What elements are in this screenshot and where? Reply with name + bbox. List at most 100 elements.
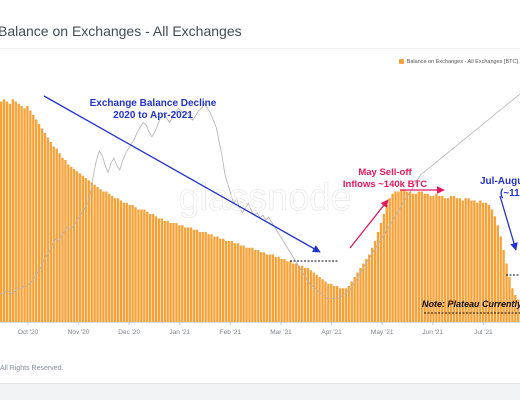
bar bbox=[344, 288, 348, 322]
bar bbox=[441, 196, 444, 322]
bar bbox=[493, 216, 497, 322]
bar bbox=[105, 191, 108, 322]
bar bbox=[75, 171, 79, 322]
bar bbox=[487, 205, 491, 322]
bar bbox=[99, 189, 102, 322]
bar bbox=[242, 245, 245, 322]
bar bbox=[397, 191, 400, 322]
bar bbox=[406, 191, 409, 322]
bar bbox=[455, 198, 459, 322]
bar bbox=[78, 173, 82, 322]
annotation-selloff-line-1: May Sell-off bbox=[358, 167, 412, 178]
bar bbox=[195, 229, 199, 322]
bar bbox=[429, 196, 432, 322]
bar bbox=[73, 169, 76, 322]
bar bbox=[20, 106, 23, 322]
bar bbox=[11, 99, 15, 322]
bar bbox=[341, 288, 345, 322]
bar bbox=[84, 178, 88, 322]
x-tick-label: Feb '21 bbox=[220, 329, 242, 336]
bar bbox=[181, 225, 184, 322]
bar bbox=[113, 198, 117, 322]
bar bbox=[140, 209, 143, 322]
bar bbox=[43, 133, 47, 322]
bar bbox=[403, 189, 406, 322]
bar bbox=[435, 193, 438, 322]
bar bbox=[5, 101, 9, 322]
annotation-plateau: Note: Plateau Currently bbox=[422, 299, 520, 309]
bar bbox=[128, 205, 131, 322]
bar bbox=[362, 263, 365, 322]
bar bbox=[125, 202, 128, 322]
x-tick-label: Nov '20 bbox=[68, 329, 90, 336]
chart-title: Balance on Exchanges - All Exchanges bbox=[0, 23, 242, 39]
bar bbox=[373, 241, 377, 322]
bar bbox=[122, 202, 126, 322]
bar bbox=[347, 286, 350, 322]
bar bbox=[446, 198, 450, 322]
bar bbox=[280, 259, 283, 322]
bar bbox=[479, 200, 482, 322]
x-tick-label: Jun '21 bbox=[422, 329, 443, 336]
bar bbox=[178, 225, 181, 322]
chart-card: Balance on Exchanges - All Exchanges Bal… bbox=[0, 0, 520, 384]
bar bbox=[499, 236, 502, 322]
bar bbox=[116, 198, 120, 322]
bar bbox=[327, 283, 330, 322]
bar bbox=[379, 223, 383, 322]
bar bbox=[382, 214, 386, 322]
bar bbox=[376, 232, 380, 322]
bar bbox=[137, 209, 140, 322]
bar bbox=[233, 243, 237, 322]
bar bbox=[192, 229, 196, 322]
bar bbox=[0, 101, 3, 322]
bar bbox=[385, 205, 388, 322]
bar bbox=[265, 254, 269, 322]
bar bbox=[93, 184, 96, 322]
x-tick-label: Oct '20 bbox=[18, 329, 39, 336]
bar bbox=[222, 238, 225, 322]
bar bbox=[40, 128, 44, 322]
bar bbox=[186, 227, 190, 322]
bar bbox=[508, 277, 511, 322]
bar bbox=[414, 193, 418, 322]
bar bbox=[102, 191, 105, 322]
x-tick-label: Jan '21 bbox=[169, 329, 190, 336]
bar bbox=[511, 288, 514, 322]
x-axis: Oct '20 Nov '20 Dec '20 Jan '21 Feb '21 Mar '… bbox=[0, 322, 520, 336]
x-tick-label: Apr '21 bbox=[321, 329, 342, 336]
bar bbox=[17, 103, 20, 322]
bar bbox=[333, 286, 336, 322]
bar bbox=[184, 227, 187, 322]
annotation-decline-line-2: 2020 to Apr-2021 bbox=[113, 110, 193, 121]
bar bbox=[286, 261, 289, 322]
bar bbox=[160, 218, 163, 322]
bar bbox=[219, 238, 222, 322]
bar bbox=[143, 209, 146, 322]
bar bbox=[169, 223, 172, 322]
bar bbox=[23, 108, 26, 322]
watermark: glassnode bbox=[178, 177, 351, 219]
annotation-julaug-line-1: Jul-Augu bbox=[480, 176, 520, 187]
bar bbox=[303, 268, 307, 322]
bar bbox=[458, 198, 461, 322]
bar bbox=[461, 200, 464, 322]
x-tick-label: Mar '21 bbox=[270, 329, 292, 336]
bar bbox=[236, 243, 239, 322]
bar bbox=[175, 223, 178, 322]
bar bbox=[189, 227, 193, 322]
bar bbox=[306, 268, 310, 322]
bar bbox=[224, 241, 228, 322]
julaug-arrow bbox=[499, 195, 518, 251]
bar bbox=[216, 236, 219, 322]
bar bbox=[154, 216, 158, 322]
bar bbox=[251, 247, 254, 322]
bar bbox=[482, 202, 485, 322]
bar bbox=[58, 153, 61, 322]
bar bbox=[411, 193, 415, 322]
bar bbox=[300, 265, 304, 322]
bar bbox=[49, 142, 52, 322]
legend[interactable]: Balance on Exchanges - All Exchanges [BT… bbox=[398, 59, 518, 65]
bar bbox=[292, 263, 295, 322]
bar bbox=[61, 157, 64, 322]
